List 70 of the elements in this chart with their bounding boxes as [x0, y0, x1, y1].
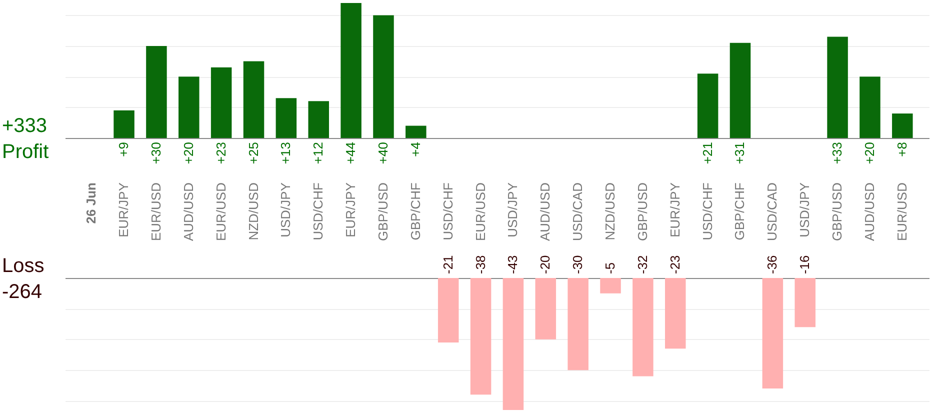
bar	[243, 61, 264, 138]
data-label: +33	[830, 142, 845, 164]
data-label: +21	[700, 142, 715, 164]
data-label: +30	[148, 142, 164, 164]
x-tick-label: AUD/USD	[180, 182, 196, 242]
data-label: +20	[862, 142, 877, 164]
data-label: +13	[278, 142, 294, 164]
bar	[210, 67, 232, 138]
data-label: +31	[732, 142, 748, 164]
data-label: -20	[538, 255, 553, 274]
bar	[892, 113, 913, 138]
x-tick-label: USD/CAD	[570, 182, 586, 242]
bar	[308, 101, 329, 138]
x-tick-label: EUR/USD	[148, 182, 164, 242]
x-tick-label: EUR/JPY	[667, 182, 682, 238]
x-tick-label: EUR/USD	[213, 182, 228, 242]
x-tick-label: 26 Jun	[84, 182, 99, 224]
x-tick-label: NZD/USD	[246, 182, 261, 240]
text: Profit	[2, 141, 50, 163]
text: Loss	[2, 255, 44, 277]
data-label: -36	[764, 255, 780, 274]
x-tick-label: USD/CHF	[310, 182, 326, 240]
bar	[146, 46, 167, 138]
x-tick-label: EUR/JPY	[116, 182, 132, 238]
bar	[860, 76, 880, 138]
data-label: +20	[180, 142, 196, 164]
bar	[178, 76, 200, 138]
data-label: +44	[343, 142, 358, 164]
x-tick-label: GBP/CHF	[408, 182, 423, 240]
x-tick-label: GBP/CHF	[732, 182, 748, 240]
bar	[114, 110, 134, 138]
x-tick-label: USD/CHF	[700, 182, 715, 240]
x-tick-label: GBP/USD	[634, 182, 650, 242]
x-tick-label: AUD/USD	[862, 182, 877, 242]
data-label: +23	[213, 142, 228, 164]
data-label: -23	[667, 255, 682, 274]
bar	[827, 36, 848, 138]
x-tick-label: USD/CAD	[764, 182, 780, 242]
x-tick-label: USD/JPY	[505, 182, 520, 238]
x-tick-label: GBP/USD	[375, 182, 390, 242]
data-label: -5	[602, 262, 618, 274]
data-label: +4	[408, 142, 423, 157]
x-tick-label: EUR/JPY	[343, 182, 358, 238]
bar	[373, 15, 394, 138]
data-label: -38	[472, 255, 488, 274]
data-label: -43	[505, 255, 520, 274]
text: -264	[2, 281, 42, 303]
bar	[730, 42, 751, 138]
data-label: -30	[570, 255, 586, 274]
x-tick-label: GBP/USD	[830, 182, 845, 242]
x-tick-label: USD/JPY	[278, 182, 294, 238]
data-label: +9	[116, 142, 132, 157]
text: +333	[2, 115, 48, 137]
data-label: +12	[310, 142, 326, 164]
x-tick-label: EUR/USD	[472, 182, 488, 242]
data-label: -16	[797, 255, 812, 274]
bar	[406, 126, 426, 138]
x-tick-label: USD/CHF	[440, 182, 456, 240]
bar	[276, 98, 297, 138]
data-label: -21	[440, 255, 456, 274]
data-label: -32	[634, 255, 650, 274]
x-tick-label: AUD/USD	[538, 182, 553, 242]
x-tick-label: EUR/USD	[894, 182, 910, 242]
data-label: +8	[894, 142, 910, 157]
bar	[340, 3, 362, 138]
bar	[697, 74, 718, 138]
x-tick-label: NZD/USD	[602, 182, 618, 240]
data-label: +25	[246, 142, 261, 164]
x-tick-label: USD/JPY	[797, 182, 812, 238]
data-label: +40	[375, 142, 390, 164]
